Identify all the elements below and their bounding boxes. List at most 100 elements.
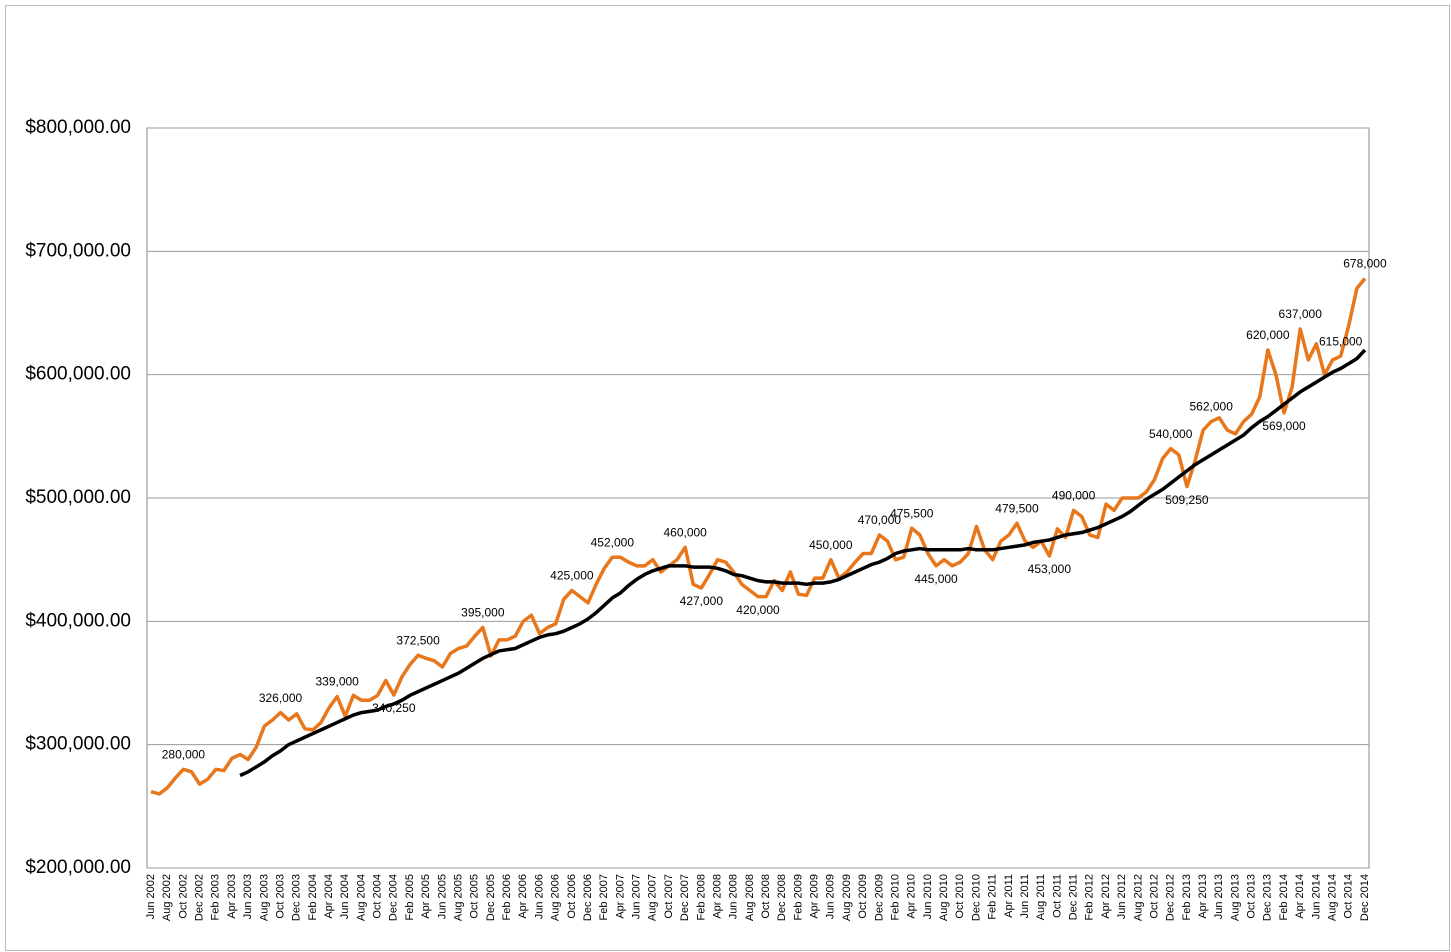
x-tick-label: Apr 2004 (323, 874, 335, 919)
x-tick-label: Apr 2012 (1100, 874, 1112, 919)
x-tick-label: Aug 2005 (452, 874, 464, 921)
x-tick-label: Feb 2006 (501, 874, 513, 920)
x-tick-label: Dec 2003 (291, 874, 303, 921)
x-tick-label: Apr 2011 (1003, 874, 1015, 918)
x-tick-label: Aug 2006 (550, 874, 562, 921)
x-tick-label: Feb 2007 (598, 874, 610, 920)
x-tick-label: Oct 2003 (274, 874, 286, 919)
x-tick-label: Jun 2008 (728, 874, 740, 919)
x-tick-label: Dec 2008 (776, 874, 788, 921)
data-label: 372,500 (396, 633, 440, 647)
x-tick-label: Apr 2013 (1197, 874, 1209, 919)
x-tick-label: Aug 2008 (744, 874, 756, 921)
x-tick-label: Feb 2012 (1084, 874, 1096, 920)
x-tick-label: Aug 2004 (355, 874, 367, 921)
chart-frame (5, 5, 1450, 951)
x-tick-label: Oct 2005 (469, 874, 481, 919)
x-tick-label: Apr 2008 (711, 874, 723, 919)
x-tick-label: Dec 2013 (1262, 874, 1274, 921)
x-tick-label: Oct 2006 (566, 874, 578, 919)
y-tick-label: $500,000.00 (25, 487, 131, 508)
x-tick-label: Aug 2012 (1132, 874, 1144, 921)
x-tick-label: Feb 2005 (404, 874, 416, 920)
x-tick-label: Aug 2003 (258, 874, 270, 921)
x-tick-label: Feb 2008 (695, 874, 707, 920)
y-tick-label: $600,000.00 (25, 364, 131, 385)
x-tick-label: Aug 2009 (841, 874, 853, 921)
x-tick-label: Feb 2003 (210, 874, 222, 920)
data-label: 479,500 (995, 501, 1039, 515)
x-tick-label: Jun 2002 (145, 874, 157, 919)
x-tick-label: Feb 2010 (889, 874, 901, 920)
data-label: 569,000 (1262, 419, 1306, 433)
x-tick-label: Oct 2004 (372, 874, 384, 919)
x-tick-label: Aug 2007 (647, 874, 659, 921)
data-label: 340,250 (372, 701, 416, 715)
x-tick-label: Feb 2009 (792, 874, 804, 920)
data-label: 445,000 (914, 572, 958, 586)
x-tick-label: Dec 2005 (485, 874, 497, 921)
x-tick-label: Feb 2011 (987, 874, 999, 920)
x-tick-label: Jun 2005 (436, 874, 448, 919)
x-tick-label: Oct 2010 (954, 874, 966, 919)
data-label: 339,000 (315, 675, 359, 689)
x-tick-label: Dec 2006 (582, 874, 594, 921)
data-label: 452,000 (591, 535, 635, 549)
x-tick-label: Aug 2013 (1229, 874, 1241, 921)
x-tick-label: Oct 2008 (760, 874, 772, 919)
data-label: 540,000 (1149, 427, 1193, 441)
x-tick-label: Oct 2011 (1051, 874, 1063, 918)
x-tick-label: Oct 2009 (857, 874, 869, 919)
y-tick-label: $300,000.00 (25, 734, 131, 755)
x-tick-label: Jun 2006 (533, 874, 545, 919)
x-tick-label: Apr 2003 (226, 874, 238, 919)
data-label: 460,000 (663, 526, 707, 540)
x-tick-label: Oct 2007 (663, 874, 675, 919)
x-tick-label: Jun 2003 (242, 874, 254, 919)
x-tick-label: Aug 2010 (938, 874, 950, 921)
x-tick-label: Jun 2014 (1310, 874, 1322, 919)
series-line (239, 348, 1367, 778)
series-line (150, 277, 1367, 796)
x-tick-label: Dec 2012 (1165, 874, 1177, 921)
data-label: 420,000 (736, 603, 780, 617)
x-tick-label: Dec 2014 (1359, 874, 1371, 921)
x-tick-label: Dec 2010 (970, 874, 982, 921)
data-label: 490,000 (1052, 489, 1096, 503)
x-tick-label: Aug 2014 (1326, 874, 1338, 921)
x-tick-label: Oct 2014 (1343, 874, 1355, 919)
data-label: 425,000 (550, 569, 594, 583)
x-tick-label: Jun 2007 (631, 874, 643, 919)
data-label: 615,000 (1319, 334, 1363, 348)
y-tick-label: $400,000.00 (25, 610, 131, 631)
data-label: 475,500 (890, 506, 934, 520)
x-tick-label: Oct 2002 (177, 874, 189, 919)
x-tick-label: Apr 2007 (614, 874, 626, 919)
data-label: 280,000 (162, 748, 206, 762)
x-tick-label: Dec 2007 (679, 874, 691, 921)
x-tick-label: Dec 2009 (873, 874, 885, 921)
y-tick-label: $700,000.00 (25, 240, 131, 261)
data-label: 637,000 (1279, 307, 1323, 321)
x-tick-label: Dec 2011 (1068, 874, 1080, 920)
data-label: 678,000 (1343, 257, 1387, 271)
x-tick-label: Apr 2009 (809, 874, 821, 919)
x-tick-label: Aug 2002 (161, 874, 173, 921)
x-tick-label: Apr 2006 (517, 874, 529, 919)
x-tick-label: Aug 2011 (1035, 874, 1047, 920)
x-tick-label: Feb 2004 (307, 874, 319, 920)
x-tick-label: Feb 2014 (1278, 874, 1290, 920)
x-tick-label: Jun 2011 (1019, 874, 1031, 918)
data-label: 450,000 (809, 538, 853, 552)
x-tick-label: Dec 2002 (194, 874, 206, 921)
x-tick-label: Apr 2014 (1294, 874, 1306, 919)
x-tick-label: Jun 2013 (1213, 874, 1225, 919)
x-tick-label: Jun 2009 (825, 874, 837, 919)
data-label: 453,000 (1028, 562, 1072, 576)
data-label: 427,000 (680, 594, 724, 608)
x-tick-label: Apr 2010 (906, 874, 918, 919)
x-tick-label: Feb 2013 (1181, 874, 1193, 920)
x-tick-label: Oct 2012 (1148, 874, 1160, 919)
x-tick-label: Apr 2005 (420, 874, 432, 919)
